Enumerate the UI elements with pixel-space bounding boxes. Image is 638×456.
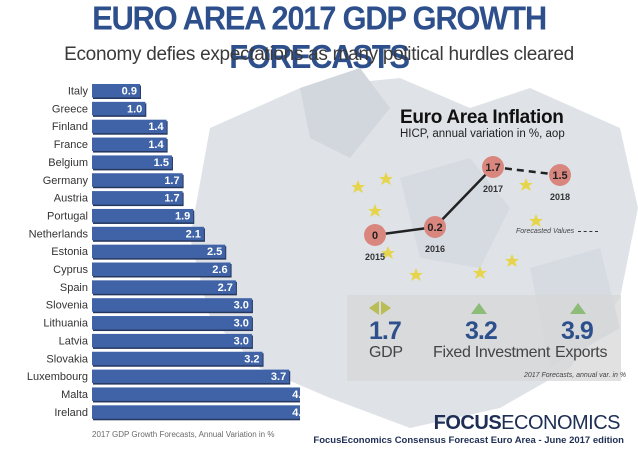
- inflation-title: Euro Area Inflation: [400, 107, 564, 128]
- bar: [92, 405, 300, 419]
- summary-label: Exports: [555, 344, 608, 361]
- inflation-line-chart: 0 2015 0.2 2016 1.7 2017 1.5 2018: [364, 156, 571, 262]
- bar-category-label: Austria: [54, 193, 89, 205]
- bar-chart-footnote: 2017 GDP Growth Forecasts, Annual Variat…: [92, 430, 275, 439]
- bar-category-label: Greece: [52, 103, 88, 115]
- bar-category-label: Portugal: [47, 210, 88, 222]
- summary-label: GDP: [369, 344, 403, 361]
- bar-value-label: 1.4: [148, 139, 164, 151]
- bar: [92, 369, 290, 384]
- bar-value-label: 2.1: [186, 228, 201, 240]
- bar: [92, 191, 183, 205]
- eu-stars: [351, 172, 543, 281]
- page-subtitle: Economy defies expectations as many poli…: [64, 44, 574, 65]
- bar-value-label: 3.0: [234, 335, 249, 347]
- bar: [92, 387, 300, 401]
- page-title: EURO AREA 2017 GDP GROWTH FORECASTS: [92, 0, 547, 76]
- bar: [92, 119, 167, 134]
- inflation-year-label: 2018: [550, 192, 570, 202]
- bar-value-label: 1.4: [148, 121, 164, 133]
- inflation-year-label: 2016: [425, 244, 445, 254]
- summary-fixed-investment: 3.2 Fixed Investment: [433, 318, 550, 362]
- inflation-point: [424, 216, 446, 238]
- bar-category-label: Italy: [68, 86, 89, 98]
- bar-value-label: 1.7: [164, 193, 179, 205]
- bar-category-label: Belgium: [48, 157, 88, 169]
- bar-category-label: Spain: [60, 282, 88, 294]
- bar-value-label: 3.7: [271, 371, 286, 383]
- arrow-left-icon: [369, 301, 379, 315]
- focuseconomics-logo: FOCUSECONOMICS: [433, 412, 621, 434]
- bar: [92, 351, 263, 366]
- bar-value-label: 3.0: [234, 300, 249, 312]
- bar-category-label: Lithuania: [43, 318, 89, 330]
- bar: [92, 298, 252, 312]
- bar-value-label: 2.7: [218, 282, 233, 294]
- bar-category-label: Latvia: [59, 335, 89, 347]
- inflation-value-label: 1.7: [485, 162, 500, 174]
- arrow-right-icon: [381, 301, 391, 315]
- arrow-up-icon: [570, 303, 586, 314]
- inflation-value-label: 1.5: [552, 170, 567, 182]
- inflation-point: [482, 156, 504, 178]
- forecast-dash-icon: [578, 230, 599, 232]
- actual-line-segment: [434, 166, 494, 228]
- bar-value-label: 0.9: [122, 86, 137, 98]
- summary-label: Fixed Investment: [433, 344, 551, 361]
- bar: [92, 173, 183, 187]
- bar-value-label: 3.2: [244, 353, 259, 365]
- summary-value: 3.9: [561, 317, 594, 345]
- summary-value: 3.2: [465, 317, 498, 345]
- bar-category-label: Finland: [52, 121, 88, 133]
- bar: [92, 316, 252, 330]
- bar-category-label: Slovakia: [46, 353, 88, 365]
- bar-category-label: France: [54, 139, 88, 151]
- bar-value-label: 4.1: [292, 389, 300, 401]
- bar-category-label: Luxembourg: [27, 371, 88, 383]
- summary-gdp: 1.7 GDP: [369, 318, 403, 362]
- bar-category-label: Estonia: [51, 246, 89, 258]
- gdp-bar-chart: Italy 0.9 Greece 1.0 Finland 1.4 France 1.4 Belg…: [27, 84, 300, 421]
- summary-note: 2017 Forecasts, annual var. in %: [524, 372, 627, 379]
- summary-exports: 3.9 Exports: [555, 318, 607, 362]
- forecast-legend: Forecasted Values: [516, 228, 599, 235]
- bar-category-label: Malta: [61, 389, 89, 401]
- inflation-value-label: 0.2: [427, 222, 442, 234]
- bar-category-label: Cyprus: [53, 264, 88, 276]
- inflation-point: [364, 224, 386, 246]
- inflation-subtitle: HICP, annual variation in %, aop: [400, 128, 565, 140]
- bar-value-label: 4.1: [292, 407, 300, 419]
- bar-value-label: 2.5: [207, 246, 222, 258]
- bar-category-label: Ireland: [54, 407, 88, 419]
- bar-value-label: 1.0: [127, 103, 142, 115]
- bar-category-label: Slovenia: [46, 300, 89, 312]
- forecast-legend-label: Forecasted Values: [516, 228, 575, 235]
- inflation-year-label: 2017: [483, 184, 503, 194]
- bar: [92, 244, 226, 259]
- bar: [92, 84, 140, 98]
- bar: [92, 155, 172, 169]
- bar: [92, 101, 146, 116]
- bar: [92, 137, 167, 152]
- inflation-year-label: 2015: [365, 252, 385, 262]
- bar: [92, 333, 252, 348]
- bar-value-label: 3.0: [234, 318, 249, 330]
- arrow-up-icon: [471, 303, 487, 314]
- bar: [92, 262, 231, 276]
- inflation-value-label: 0: [372, 230, 378, 242]
- bar-value-label: 2.6: [212, 264, 227, 276]
- source-note: FocusEconomics Consensus Forecast Euro A…: [313, 435, 624, 446]
- bar: [92, 226, 204, 241]
- bar-value-label: 1.7: [164, 175, 179, 187]
- bar-category-label: Netherlands: [29, 228, 89, 240]
- inflation-point: [549, 164, 571, 186]
- bar-value-label: 1.5: [154, 157, 169, 169]
- bar-value-label: 1.9: [175, 210, 190, 222]
- bar: [92, 208, 194, 223]
- summary-value: 1.7: [369, 317, 402, 345]
- bar: [92, 280, 236, 294]
- bar-category-label: Germany: [43, 175, 89, 187]
